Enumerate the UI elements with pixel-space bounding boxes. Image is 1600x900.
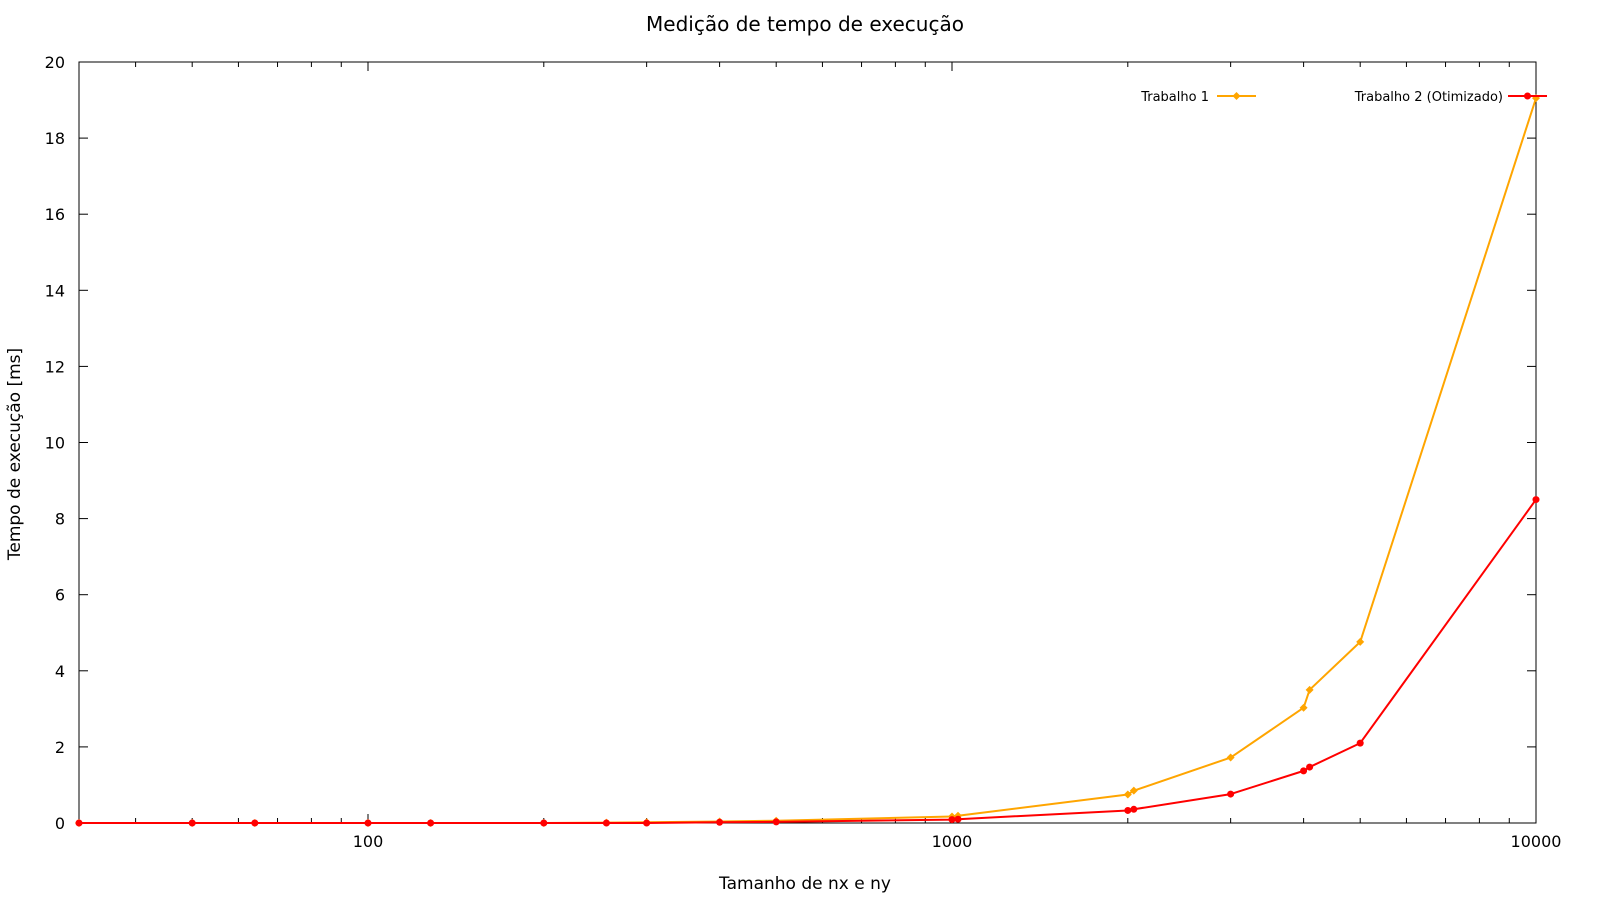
data-point [1124, 806, 1132, 814]
data-point [1129, 786, 1138, 795]
legend-marker [1232, 92, 1241, 100]
series-line [79, 97, 1537, 824]
data-point [188, 819, 196, 827]
legend-label: Trabalho 1 [1140, 90, 1209, 105]
data-point [1305, 685, 1314, 694]
x-tick-label: 10000 [1511, 832, 1562, 851]
data-point [948, 816, 956, 824]
legend-item: Trabalho 1 [1140, 90, 1256, 105]
data-point [1299, 703, 1308, 712]
x-axis-label: Tamanho de nx e ny [718, 874, 891, 894]
x-axis-ticks: 100 1000 10000 [135, 62, 1562, 851]
series-1 [75, 94, 1540, 827]
data-point [1227, 790, 1235, 798]
series-line [79, 498, 1537, 824]
data-point [772, 818, 780, 826]
data-point [643, 819, 651, 827]
legend-marker [1524, 92, 1531, 100]
data-point [1130, 805, 1138, 813]
data-point [716, 818, 724, 826]
data-point [75, 819, 83, 827]
y-tick-label: 16 [45, 205, 65, 224]
legend-item: Trabalho 2 (Otimizado) [1354, 90, 1547, 105]
y-tick-label: 0 [55, 814, 65, 833]
y-tick-label: 10 [45, 434, 65, 453]
data-point [251, 819, 259, 827]
legend: Trabalho 1 Trabalho 2 (Otimizado) [1140, 90, 1547, 105]
y-tick-label: 8 [55, 510, 65, 529]
x-tick-label: 1000 [932, 832, 973, 851]
y-tick-label: 6 [55, 586, 65, 605]
x-tick-label: 100 [353, 832, 384, 851]
series-layer [75, 94, 1540, 827]
data-point [364, 819, 372, 827]
series-2 [75, 496, 1540, 827]
y-tick-label: 14 [45, 281, 65, 300]
y-axis-label: Tempo de execução [ms] [5, 348, 25, 561]
y-tick-label: 2 [55, 738, 65, 757]
data-point [427, 819, 435, 827]
y-tick-label: 4 [55, 662, 65, 681]
legend-label: Trabalho 2 (Otimizado) [1354, 90, 1503, 105]
data-point [1356, 739, 1364, 747]
chart-title: Medição de tempo de execução [646, 12, 964, 36]
data-point [954, 815, 962, 823]
plot-frame [78, 61, 1537, 824]
data-point [1300, 767, 1308, 775]
y-tick-label: 18 [45, 129, 65, 148]
data-point [1226, 753, 1235, 762]
data-point [1306, 763, 1314, 771]
y-tick-label: 20 [45, 53, 65, 72]
y-axis-ticks: 0 2 4 6 8 10 12 14 16 18 20 [45, 53, 1536, 833]
data-point [1532, 496, 1540, 504]
data-point [1123, 790, 1132, 799]
data-point [540, 819, 548, 827]
y-tick-label: 12 [45, 357, 65, 376]
data-point [602, 819, 610, 827]
data-point [1356, 637, 1365, 646]
plot-border [78, 61, 1537, 824]
